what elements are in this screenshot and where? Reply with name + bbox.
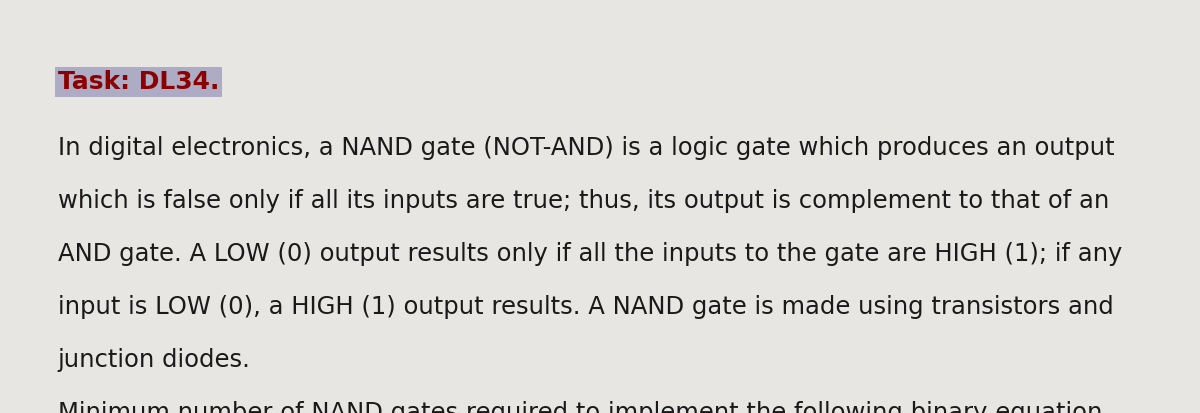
Text: input is LOW (0), a HIGH (1) output results. A NAND gate is made using transisto: input is LOW (0), a HIGH (1) output resu… [58, 295, 1114, 319]
Text: AND gate. A LOW (0) output results only if all the inputs to the gate are HIGH (: AND gate. A LOW (0) output results only … [58, 242, 1122, 266]
Text: junction diodes.: junction diodes. [58, 348, 251, 372]
Text: Minimum number of NAND gates required to implement the following binary equation: Minimum number of NAND gates required to… [58, 401, 1102, 413]
Text: In digital electronics, a NAND gate (NOT-AND) is a logic gate which produces an : In digital electronics, a NAND gate (NOT… [58, 136, 1115, 160]
Text: which is false only if all its inputs are true; thus, its output is complement t: which is false only if all its inputs ar… [58, 189, 1109, 213]
Text: Task: DL34.: Task: DL34. [58, 70, 218, 94]
